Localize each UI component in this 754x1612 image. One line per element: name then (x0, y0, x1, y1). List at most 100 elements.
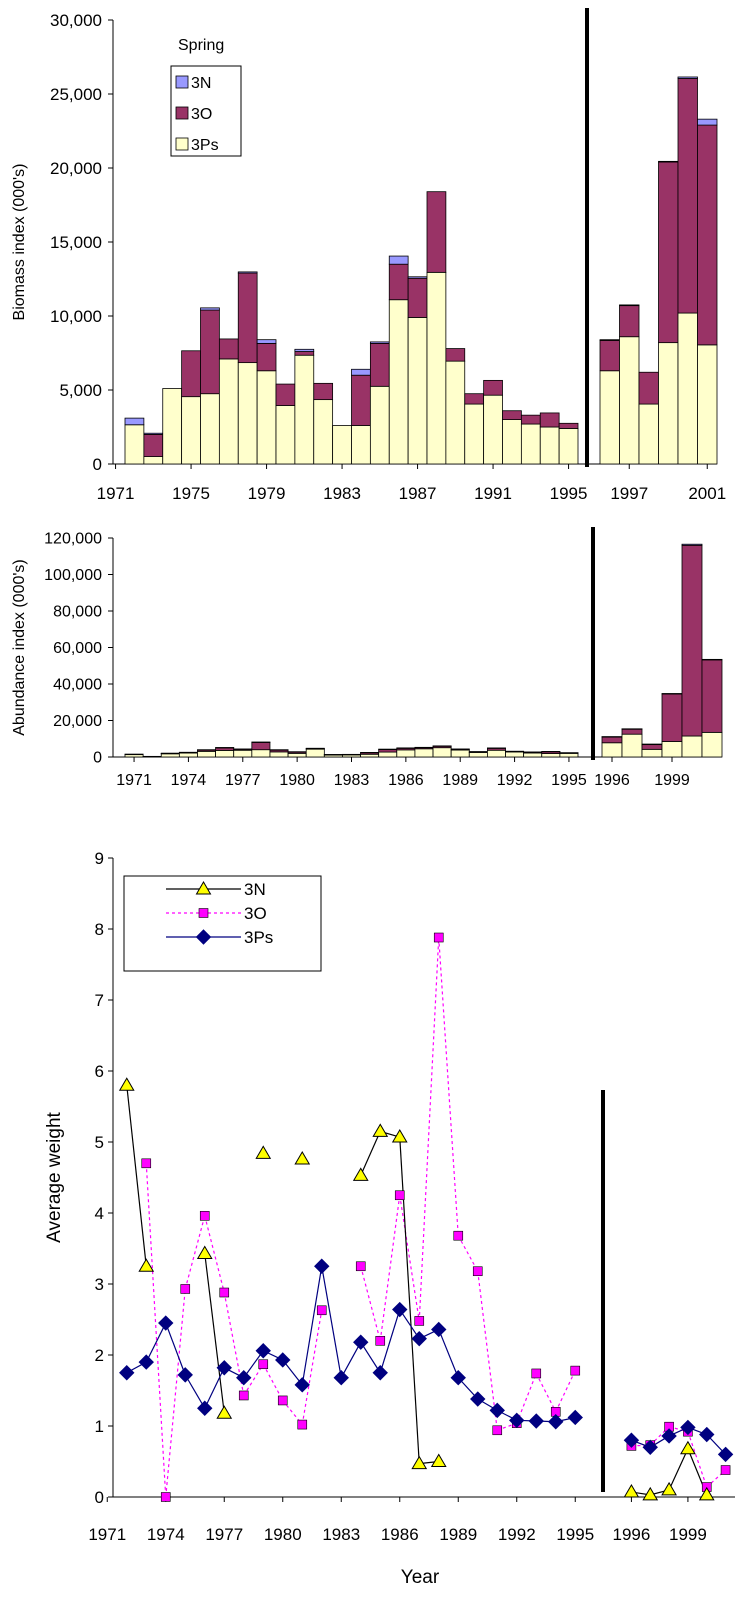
c3p1-segment-3O-1993 (535, 1373, 557, 1413)
c1p1-bar-3O-1975 (181, 350, 201, 398)
x-tick-label: 1992 (497, 772, 533, 789)
legend-title: Spring (178, 37, 224, 54)
c1p1-bar-3Ps-1984 (351, 425, 371, 465)
c1p1-bar-3Ps-1975 (181, 396, 201, 465)
x-tick-label: 1991 (474, 484, 512, 503)
c3p1-segment-3O-1994 (555, 1370, 576, 1413)
c2p1-bar-3Ps-1976 (215, 750, 235, 758)
x-tick-label: 1992 (498, 1525, 536, 1544)
c3p2-point-3N-1999 (680, 1440, 696, 1455)
x-tick-label: 1974 (171, 772, 207, 789)
c2p1-bar-3N-1988 (432, 745, 452, 747)
c2p1-bar-3N-1975 (197, 749, 216, 751)
y-tick-label: 10,000 (50, 307, 102, 326)
c3p1-point-3O-1977 (219, 1287, 230, 1298)
c1p1-bar-3Ps-1981 (294, 354, 315, 465)
c2p1-bar-3Ps-1994 (541, 753, 561, 758)
c2p2-bar-3N-1997 (621, 728, 643, 730)
c1p1-bar-3Ps-1985 (369, 385, 390, 465)
c3p1-segment-3O-1992 (516, 1373, 537, 1424)
c1p1-bar-3Ps-1995 (558, 428, 579, 465)
c3p1-segment-3Ps-1974 (165, 1322, 186, 1376)
legend-label-3Ps: 3Ps (244, 928, 273, 947)
c3p1-point-3O-1982 (316, 1305, 327, 1316)
x-tick-label: 1980 (264, 1525, 302, 1544)
c2p1-bar-3O-1978 (251, 741, 271, 751)
c3p2-point-3Ps-1997 (642, 1439, 658, 1456)
c1p1-bar-3O-1988 (426, 191, 447, 273)
c3p1-segment-3O-1979 (262, 1363, 284, 1401)
c1p1-bar-3Ps-1979 (256, 370, 277, 465)
y-tick-label: 1 (95, 1417, 104, 1436)
x-tick-label: 1986 (388, 772, 424, 789)
y-tick-label: 4 (95, 1204, 104, 1223)
legend-box-weight (123, 875, 322, 972)
c3p2-segment-3N-1998 (668, 1448, 689, 1491)
c1p1-bar-3Ps-1974 (162, 388, 183, 465)
c2p1-bar-3Ps-1987 (414, 748, 434, 758)
c3p1-point-3Ps-1985 (372, 1365, 388, 1381)
c2p2-bar-3N-1998 (641, 743, 663, 746)
c2p1-bar-3N-1992 (505, 750, 525, 753)
c1p1-bar-3N-1981 (294, 348, 315, 352)
c1p1-bar-3O-1978 (237, 272, 258, 364)
c3p1-point-3O-1974 (160, 1492, 171, 1502)
c3p1-segment-3O-1978 (243, 1363, 264, 1396)
c3p2-point-3N-2000 (698, 1486, 715, 1501)
c1p1-bar-3N-1978 (237, 271, 258, 274)
c3p1-point-3Ps-1992 (509, 1412, 525, 1429)
x-tick-label: 1997 (610, 484, 648, 503)
c2p1-bar-3Ps-1993 (523, 752, 543, 758)
y-tick-label: 40,000 (53, 677, 102, 694)
c3p1-point-3Ps-1982 (314, 1258, 330, 1274)
c2p2-bar-3Ps-1999 (661, 741, 683, 758)
c3p1-point-3O-1981 (297, 1419, 308, 1430)
c3p1-point-3Ps-1995 (567, 1409, 583, 1426)
c1p1-bar-3O-1982 (313, 382, 334, 401)
legend-marker-3N (195, 881, 212, 895)
y-tick-label: 6 (95, 1062, 104, 1081)
c3p1-segment-3O-1981 (301, 1310, 323, 1425)
c2p1-bar-3N-1972 (142, 755, 162, 758)
c2p1-bar-3Ps-1980 (287, 752, 307, 758)
c3p1-point-3O-1984 (355, 1261, 366, 1272)
x-tick-label: 1989 (442, 772, 478, 789)
c2p1-bar-3Ps-1995 (559, 752, 579, 758)
c1p1-bar-3O-1979 (256, 342, 277, 372)
y-axis-label: Biomass index (000's) (11, 164, 28, 321)
c3p1-segment-3O-1990 (477, 1271, 498, 1431)
y-tick-label: 5,000 (59, 381, 102, 400)
legend-swatch-3N (175, 75, 189, 89)
c1p1-bar-3N-1976 (200, 307, 220, 311)
c2p2-bar-3N-1999 (661, 693, 683, 695)
c1p1-bar-3Ps-1987 (407, 317, 428, 465)
c2p2-bar-3N-2000 (681, 543, 703, 546)
c3p1-point-3Ps-1972 (119, 1365, 135, 1381)
c1p1-bar-3O-1989 (445, 348, 466, 362)
y-tick-label: 7 (95, 991, 104, 1010)
y-axis-label: Average weight (44, 1111, 65, 1242)
c2p1-bar-3N-1995 (559, 752, 579, 754)
legend-label-3N: 3N (191, 75, 211, 92)
x-tick-label: 1999 (654, 772, 690, 789)
x-tick-label: 1983 (334, 772, 370, 789)
c3p1-point-3O-1976 (199, 1211, 210, 1221)
c3p2-point-3Ps-1996 (623, 1432, 640, 1448)
c3p1-point-3N-1973 (138, 1258, 155, 1272)
legend-label-3O: 3O (244, 904, 267, 923)
c3p1-segment-3N-1984 (360, 1131, 381, 1176)
c3p1-point-3O-1973 (141, 1158, 152, 1169)
c2p1-bar-3Ps-1984 (360, 753, 380, 758)
c1p1-bar-3O-1991 (483, 379, 503, 396)
x-tick-label: 1971 (97, 484, 135, 503)
y-tick-label: 20,000 (53, 713, 102, 730)
legend-marker-3O (198, 908, 209, 918)
c3p1-point-3Ps-1975 (177, 1367, 193, 1383)
c1p2-bar-3N-1997 (619, 304, 640, 307)
c1p1-bar-3O-1987 (407, 277, 428, 318)
c1p1-bar-3O-1973 (143, 433, 164, 457)
x-tick-label: 1987 (399, 484, 437, 503)
c2p1-bar-3N-1977 (233, 748, 253, 750)
c1p2-bar-3N-1996 (599, 339, 620, 341)
c1p1-bar-3Ps-1980 (275, 405, 296, 465)
